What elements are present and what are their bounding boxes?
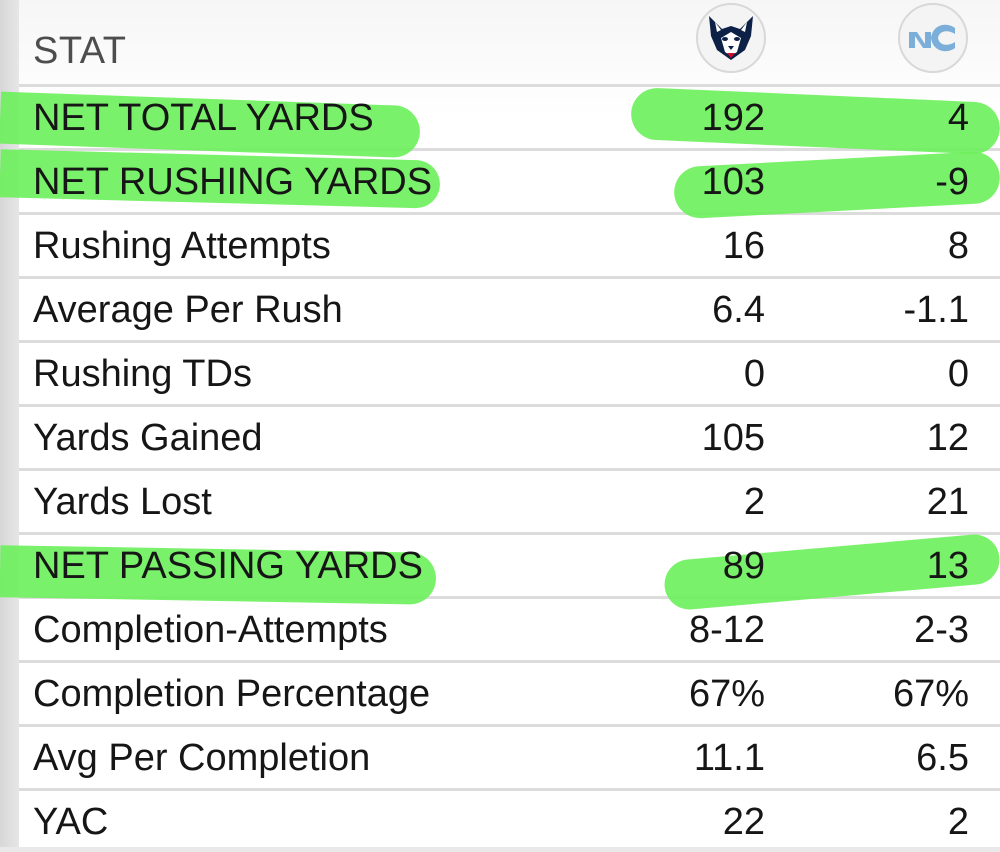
unc-value: -1.1 [903,289,969,331]
table-row: Rushing Attempts 16 8 [19,212,1000,276]
stat-column-header: STAT [33,30,127,72]
stat-label: Avg Per Completion [33,737,371,779]
table-row: YAC 22 2 [19,788,1000,852]
table-row: Completion-Attempts 8-12 2-3 [19,596,1000,660]
uconn-value: 8-12 [688,609,765,651]
unc-value: 2 [947,801,969,843]
unc-value: 2-3 [914,609,969,651]
uconn-value: 0 [743,353,765,395]
stat-label: NET TOTAL YARDS [33,97,374,139]
stat-label: Completion Percentage [33,673,431,715]
stat-label: NET PASSING YARDS [33,545,423,587]
stats-header: STAT [19,0,1000,84]
unc-value: -9 [935,161,969,203]
table-row-highlighted: NET RUSHING YARDS 103 -9 [0,148,1000,220]
unc-value: 6.5 [916,737,969,779]
uconn-value: 2 [743,481,765,523]
unc-value: 13 [926,545,969,587]
stat-label: NET RUSHING YARDS [33,161,433,203]
unc-value: 12 [926,417,969,459]
stat-label: Rushing TDs [33,353,252,395]
stat-label: YAC [33,801,109,843]
unc-value: 4 [947,97,969,139]
table-row: Yards Lost 2 21 [19,468,1000,532]
uconn-value: 22 [722,801,765,843]
table-row-highlighted: NET PASSING YARDS 89 13 [0,532,1000,612]
uconn-value: 6.4 [712,289,765,331]
table-row: Completion Percentage 67% 67% [19,660,1000,724]
stat-label: Rushing Attempts [33,225,331,267]
table-row-highlighted: NET TOTAL YARDS 192 4 [0,84,1000,159]
screen-edge [0,0,19,847]
unc-tar-heels-icon [898,3,968,73]
table-row: Avg Per Completion 11.1 6.5 [19,724,1000,788]
table-row: Rushing TDs 0 0 [19,340,1000,404]
unc-value: 67% [892,673,969,715]
table-row: Yards Gained 105 12 [19,404,1000,468]
uconn-value: 16 [722,225,765,267]
uconn-value: 103 [701,161,765,203]
unc-value: 8 [947,225,969,267]
table-row: Average Per Rush 6.4 -1.1 [19,276,1000,340]
stat-label: Completion-Attempts [33,609,388,651]
uconn-value: 192 [701,97,765,139]
uconn-value: 105 [701,417,765,459]
uconn-husky-icon [696,3,766,73]
stat-label: Yards Lost [33,481,212,523]
uconn-value: 67% [688,673,765,715]
stat-label: Average Per Rush [33,289,343,331]
uconn-value: 89 [722,545,765,587]
stat-label: Yards Gained [33,417,263,459]
unc-value: 0 [947,353,969,395]
unc-value: 21 [926,481,969,523]
uconn-value: 11.1 [693,737,765,779]
